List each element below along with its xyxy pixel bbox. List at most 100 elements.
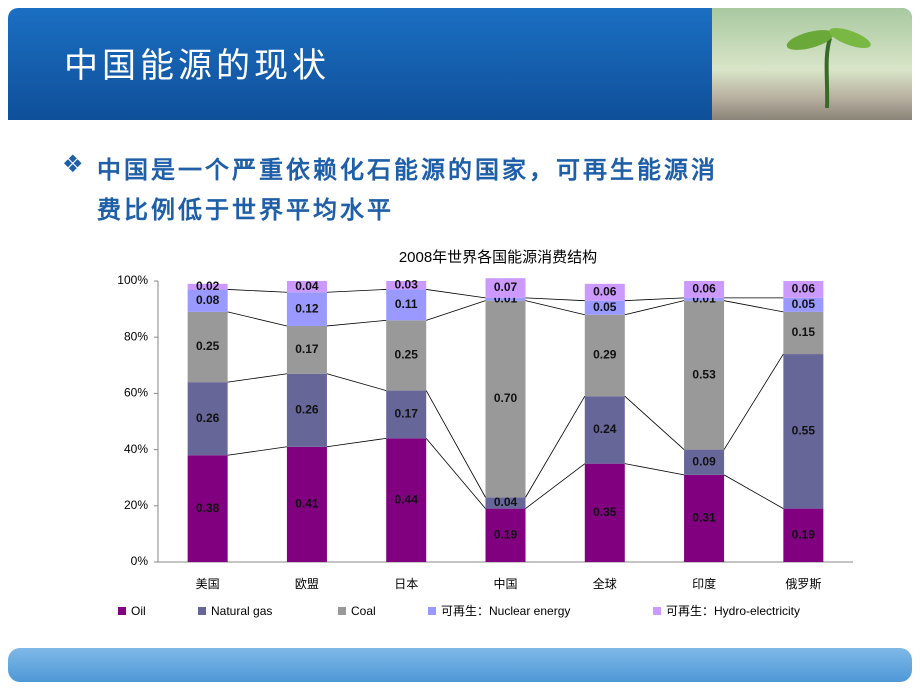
data-label: 0.17 (295, 342, 319, 356)
bullet-text: 费比例低于世界平均水平 (97, 196, 394, 224)
header-image (712, 8, 912, 120)
footer-bar (8, 648, 912, 682)
bullet-icon: ❖ (62, 150, 87, 178)
series-line (723, 353, 784, 450)
x-tick-label: 印度 (692, 576, 716, 591)
x-tick-label: 中国 (493, 576, 517, 591)
bar-segment (684, 300, 725, 450)
bar-segment (187, 289, 228, 312)
legend-label: Natural gas (211, 604, 272, 618)
series-line (326, 437, 387, 448)
bar-segment (485, 508, 526, 562)
bar-segment (684, 281, 725, 298)
bar-segment (783, 354, 824, 509)
bar-segment (584, 314, 625, 397)
bar-segment (187, 455, 228, 562)
data-label: 0.07 (494, 280, 518, 294)
bar-segment (584, 300, 625, 315)
legend-swatch (428, 607, 436, 615)
y-tick-label: 20% (124, 498, 148, 512)
plant-graphic (786, 28, 871, 109)
chart-title: 2008年世界各国能源消费结构 (399, 249, 597, 266)
series-line (227, 289, 287, 293)
series-line (326, 319, 387, 327)
bar-segment (187, 283, 228, 290)
series-line (525, 463, 586, 509)
bar-segment (783, 508, 824, 562)
data-label: 0.29 (593, 348, 617, 362)
series-line (624, 395, 685, 450)
bullet-text: 中国是一个严重依赖化石能源的国家，可再生能源消 (97, 156, 718, 184)
bar-segment (286, 292, 327, 326)
bar-segment (485, 497, 526, 509)
legend-label: Coal (351, 604, 376, 618)
x-tick-label: 美国 (196, 577, 220, 591)
series-line (425, 438, 486, 509)
data-label: 0.12 (295, 301, 319, 315)
data-label: 0.25 (196, 339, 220, 353)
legend-label: Oil (131, 604, 146, 618)
x-tick-label: 俄罗斯 (785, 577, 821, 591)
legend-swatch (653, 607, 661, 615)
data-label: 0.04 (295, 279, 319, 293)
bar-segment (386, 289, 427, 321)
data-label: 0.53 (692, 367, 716, 381)
data-label: 0.06 (593, 284, 617, 298)
bar-segment (386, 390, 427, 439)
data-label: 0.09 (692, 454, 716, 468)
legend-label: 可再生：Nuclear energy (441, 604, 570, 618)
y-tick-label: 0% (131, 554, 149, 568)
series-line (227, 373, 287, 383)
bar-segment (485, 300, 526, 498)
series-line (624, 463, 685, 476)
data-label: 0.15 (792, 325, 816, 339)
data-label: 0.03 (395, 277, 419, 291)
bar-segment (783, 281, 824, 298)
legend-swatch (198, 607, 206, 615)
legend-swatch (118, 607, 126, 615)
y-tick-label: 80% (124, 329, 148, 343)
series-line (525, 297, 585, 302)
slide-title: 中国能源的现状 (64, 46, 330, 86)
y-tick-label: 60% (124, 386, 148, 400)
bar-segment (783, 311, 824, 355)
series-line (723, 474, 784, 509)
series-line (227, 311, 288, 327)
series-line (723, 300, 784, 313)
bar-segment (286, 325, 327, 374)
bar-segment (684, 474, 725, 562)
bar-segment (286, 373, 327, 447)
bar-segment (684, 449, 725, 475)
data-label: 0.19 (792, 527, 816, 541)
data-label: 0.11 (395, 297, 418, 311)
series-line (525, 396, 586, 498)
x-tick-label: 欧盟 (295, 577, 319, 591)
bar-segment (783, 297, 824, 312)
bar-segment (386, 281, 427, 290)
x-tick-label: 全球 (593, 576, 617, 591)
data-label: 0.19 (494, 527, 518, 541)
data-label: 0.04 (494, 495, 518, 509)
bar-segment (286, 281, 327, 293)
bar-segment (286, 446, 327, 562)
bar-segment (584, 463, 625, 562)
data-label: 0.35 (593, 505, 617, 519)
series-line (227, 446, 287, 456)
series-line (426, 300, 486, 321)
y-tick-label: 100% (117, 273, 148, 287)
y-tick-label: 40% (124, 442, 148, 456)
data-label: 0.08 (196, 293, 220, 307)
series-line (425, 390, 486, 498)
series-line (525, 300, 585, 316)
bar-segment (386, 438, 427, 562)
data-label: 0.44 (395, 492, 419, 506)
data-label: 0.31 (692, 511, 716, 525)
bar-segment (584, 396, 625, 464)
data-label: 0.70 (494, 391, 518, 405)
bar-segment (584, 283, 625, 301)
data-label: 0.55 (792, 424, 816, 438)
data-label: 0.06 (692, 282, 716, 296)
data-label: 0.06 (792, 282, 816, 296)
